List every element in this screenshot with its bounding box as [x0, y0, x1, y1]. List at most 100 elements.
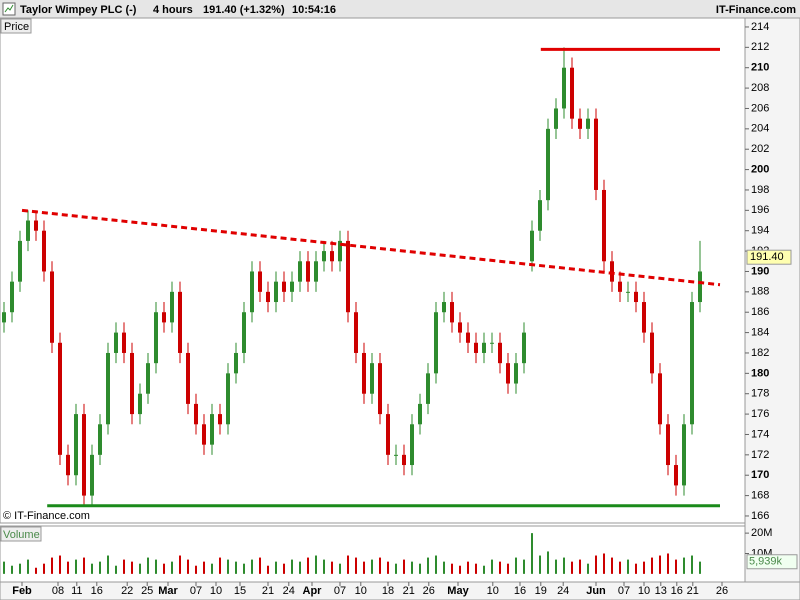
volume-bar [155, 559, 157, 574]
volume-bar [683, 557, 685, 574]
volume-bar [235, 561, 237, 574]
volume-bar [547, 551, 549, 574]
last-volume-label: 5,939k [749, 556, 783, 568]
volume-bar [651, 557, 653, 574]
volume-bar [259, 557, 261, 574]
volume-bar [107, 555, 109, 574]
volume-bar [691, 555, 693, 574]
x-tick-label: 10 [638, 585, 650, 597]
y-tick-label: 180 [751, 367, 769, 379]
y-tick-label: 208 [751, 82, 769, 94]
candle-body [418, 403, 422, 425]
volume-bar [379, 557, 381, 574]
volume-bar [635, 563, 637, 574]
candle-body [546, 128, 550, 201]
candle-body [410, 424, 414, 466]
candle-body [202, 424, 206, 445]
candle-body [330, 251, 334, 262]
x-tick-label: 24 [283, 585, 295, 597]
volume-bar [539, 555, 541, 574]
y-tick-label: 172 [751, 449, 769, 461]
candle-body [186, 352, 190, 404]
volume-bar [483, 565, 485, 574]
candle-body [242, 312, 246, 353]
x-tick-label: 07 [334, 585, 346, 597]
volume-bar [147, 557, 149, 574]
y-tick-label: 174 [751, 428, 769, 440]
x-tick-label: 22 [121, 585, 133, 597]
candle-body [442, 302, 446, 313]
candle-body [594, 118, 598, 190]
volume-bar [419, 563, 421, 574]
volume-bar [11, 565, 13, 574]
candle-body [498, 342, 502, 364]
trend-line [21, 208, 721, 287]
candle-body [2, 312, 6, 323]
x-tick-label: 26 [716, 585, 728, 597]
volume-bar [275, 561, 277, 574]
x-tick-label: 08 [52, 585, 64, 597]
candle-body [618, 281, 622, 292]
volume-bar [99, 561, 101, 574]
volume-bar [443, 561, 445, 574]
volume-bar [507, 563, 509, 574]
y-tick-label: 182 [751, 347, 769, 359]
candle-body [338, 240, 342, 262]
volume-bar [59, 555, 61, 574]
candle-body [602, 189, 606, 262]
candle-body [66, 454, 70, 476]
candle-body [58, 342, 62, 455]
candle-body [690, 302, 694, 425]
candle-body [18, 240, 22, 282]
y-tick-label: 186 [751, 306, 769, 318]
volume-bar [603, 553, 605, 574]
x-tick-label: 18 [382, 585, 394, 597]
volume-bar [435, 555, 437, 574]
volume-bar [323, 559, 325, 574]
candle-body [234, 352, 238, 374]
x-tick-label: 21 [687, 585, 699, 597]
candle-body [634, 291, 638, 303]
instrument-title: Taylor Wimpey PLC (-) [20, 4, 137, 16]
volume-bar [131, 561, 133, 574]
volume-bar [411, 561, 413, 574]
candle-body [642, 302, 646, 333]
y-tick-label: 170 [751, 469, 769, 481]
candle-body [122, 332, 126, 353]
volume-bar [51, 557, 53, 574]
volume-bar [67, 561, 69, 574]
x-tick-label: 16 [91, 585, 103, 597]
volume-bar [267, 565, 269, 574]
x-tick-label: 24 [557, 585, 569, 597]
volume-bar [491, 559, 493, 574]
x-tick-label: Mar [158, 585, 178, 597]
x-tick-label: 16 [514, 585, 526, 597]
volume-bar [571, 561, 573, 574]
volume-bar [83, 557, 85, 574]
y-tick-label: 196 [751, 204, 769, 216]
candle-body [434, 312, 438, 374]
volume-bar [299, 561, 301, 574]
volume-bar [667, 553, 669, 574]
x-tick-label: Apr [303, 585, 323, 597]
x-tick-label: 11 [71, 585, 82, 597]
volume-bar [475, 563, 477, 574]
volume-bar [459, 565, 461, 574]
volume-bar [43, 563, 45, 574]
volume-bar [171, 561, 173, 574]
candle-body [50, 271, 54, 343]
candle-body [226, 373, 230, 425]
watermark: © IT-Finance.com [3, 510, 90, 522]
volume-panel-label-box [0, 526, 42, 542]
volume-bar [203, 561, 205, 574]
volume-bar [515, 557, 517, 574]
volume-bar [355, 557, 357, 574]
candle-body [306, 261, 310, 282]
volume-bar [3, 561, 5, 574]
volume-bar [611, 557, 613, 574]
y-tick-label: 214 [751, 21, 769, 33]
y-tick-label: 194 [751, 225, 769, 237]
candle-body [218, 414, 222, 425]
x-tick-label: 07 [190, 585, 202, 597]
candle-body [114, 332, 118, 353]
